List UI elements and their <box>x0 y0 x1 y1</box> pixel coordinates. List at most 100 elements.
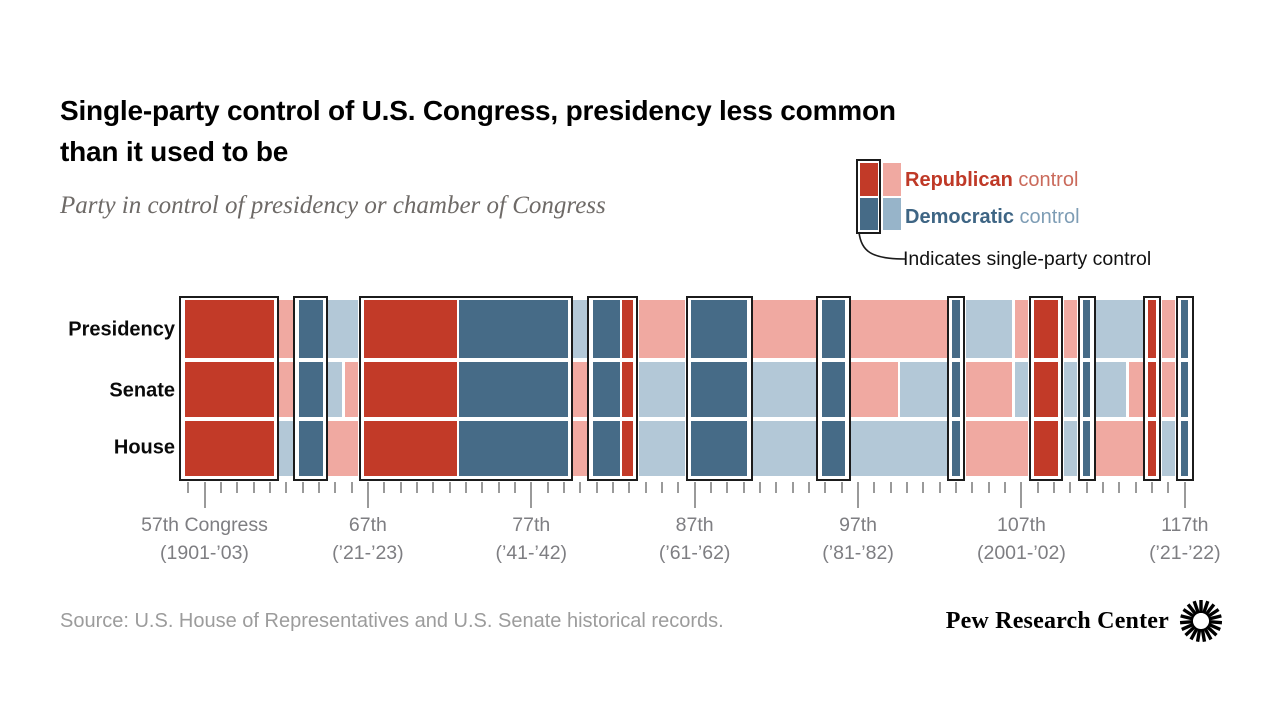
x-axis-label-congress: 97th <box>839 514 878 536</box>
chart-subtitle: Party in control of presidency or chambe… <box>60 192 606 219</box>
chart-cell-presidency <box>691 300 748 358</box>
x-axis-label-years: (’41-’42) <box>495 542 568 564</box>
chart-cell-senate <box>753 362 816 417</box>
row-label-presidency: Presidency <box>68 318 175 341</box>
chart-cell-presidency <box>851 300 947 358</box>
chart-cell-senate <box>573 362 588 417</box>
chart-cell-house <box>1096 421 1143 476</box>
axis-tick <box>628 482 631 493</box>
axis-tick <box>415 482 418 493</box>
axis-tick <box>660 482 663 493</box>
chart-cell-house <box>328 421 359 476</box>
legend-democratic-label: Democratic control <box>905 206 1080 229</box>
axis-tick <box>497 482 500 493</box>
axis-tick <box>268 482 271 493</box>
x-axis-label-congress: 117th <box>1161 514 1209 536</box>
chart-cell-senate <box>965 362 1013 417</box>
chart-cell-senate <box>279 362 294 417</box>
chart-cell-house <box>573 421 588 476</box>
chart-cell-senate <box>622 362 633 417</box>
chart-cell-presidency <box>364 300 457 358</box>
axis-tick-major <box>1183 482 1186 508</box>
axis-tick <box>448 482 451 493</box>
x-axis-label-years: (’21-’23) <box>332 542 404 564</box>
row-label-house: House <box>113 436 175 459</box>
axis-tick <box>334 482 337 493</box>
chart-cell-senate <box>1034 362 1058 417</box>
title-line-2: than it used to be <box>60 136 289 167</box>
chart-cell-house <box>1083 421 1091 476</box>
axis-tick <box>1118 482 1121 493</box>
legend-republican-label: Republican control <box>905 169 1078 192</box>
axis-tick-major <box>203 482 206 508</box>
axis-tick <box>955 482 958 493</box>
chart-cell-presidency <box>1148 300 1156 358</box>
single-party-outline <box>293 296 329 481</box>
legend-republican-rest: control <box>1012 169 1079 191</box>
axis-tick <box>432 482 435 493</box>
x-axis-label-years: (’61-’62) <box>658 542 731 564</box>
axis-tick <box>987 482 990 493</box>
axis-tick-major <box>530 482 533 508</box>
chart-cell-senate <box>328 362 343 417</box>
chart-cell-senate <box>1161 362 1176 417</box>
axis-tick <box>1069 482 1072 493</box>
axis-tick <box>1085 482 1088 493</box>
chart-cell-presidency <box>1014 300 1029 358</box>
axis-tick <box>546 482 549 493</box>
axis-tick <box>399 482 402 493</box>
axis-tick <box>187 482 190 493</box>
chart-cell-presidency <box>1063 300 1078 358</box>
legend-democratic-bold: Democratic <box>905 206 1014 228</box>
single-party-outline <box>179 296 280 481</box>
chart-cell-senate <box>1063 362 1078 417</box>
chart-cell-senate <box>1083 362 1091 417</box>
chart-cell-house <box>184 421 274 476</box>
legend-single-party-outline <box>856 159 881 234</box>
axis-tick <box>906 482 909 493</box>
axis-tick <box>873 482 876 493</box>
axis-tick <box>1102 482 1105 493</box>
chart-cell-house <box>821 421 846 476</box>
axis-tick <box>775 482 778 493</box>
chart-cell-senate <box>344 362 359 417</box>
axis-tick <box>236 482 239 493</box>
x-axis-label-congress: 107th <box>997 514 1046 536</box>
x-axis-label: 87th (’61-’62) <box>600 511 790 567</box>
legend-single-party-note: Indicates single-party control <box>903 248 1152 270</box>
chart-cell-presidency <box>592 300 620 358</box>
axis-tick <box>1134 482 1137 493</box>
x-axis-label-years: (2001-’02) <box>976 542 1066 564</box>
axis-tick <box>1151 482 1154 493</box>
axis-tick-major <box>366 482 369 508</box>
x-axis-label-years: (1901-’03) <box>160 542 249 564</box>
chart-cell-senate <box>298 362 323 417</box>
chart-cell-presidency <box>1034 300 1058 358</box>
chart-cell-senate <box>364 362 457 417</box>
chart-cell-house <box>1181 421 1189 476</box>
axis-tick <box>383 482 386 493</box>
chart-cell-house <box>622 421 633 476</box>
chart-cell-senate <box>459 362 568 417</box>
chart-cell-presidency <box>279 300 294 358</box>
axis-tick <box>464 482 467 493</box>
chart-cell-presidency <box>573 300 588 358</box>
chart-cell-house <box>1161 421 1176 476</box>
x-axis-label-congress: 77th <box>512 514 551 536</box>
axis-tick <box>677 482 680 493</box>
chart-cell-house <box>965 421 1029 476</box>
row-label-senate: Senate <box>109 379 175 402</box>
axis-tick-major <box>693 482 696 508</box>
chart-cell-house <box>298 421 323 476</box>
chart-cell-presidency <box>622 300 633 358</box>
axis-tick <box>824 482 827 493</box>
axis-tick <box>611 482 614 493</box>
chart-cell-senate <box>952 362 960 417</box>
axis-tick <box>726 482 729 493</box>
axis-tick <box>1167 482 1170 493</box>
chart-cell-presidency <box>1096 300 1143 358</box>
axis-tick <box>742 482 745 493</box>
axis-tick <box>481 482 484 493</box>
axis-tick <box>301 482 304 493</box>
chart-cell-presidency <box>459 300 568 358</box>
